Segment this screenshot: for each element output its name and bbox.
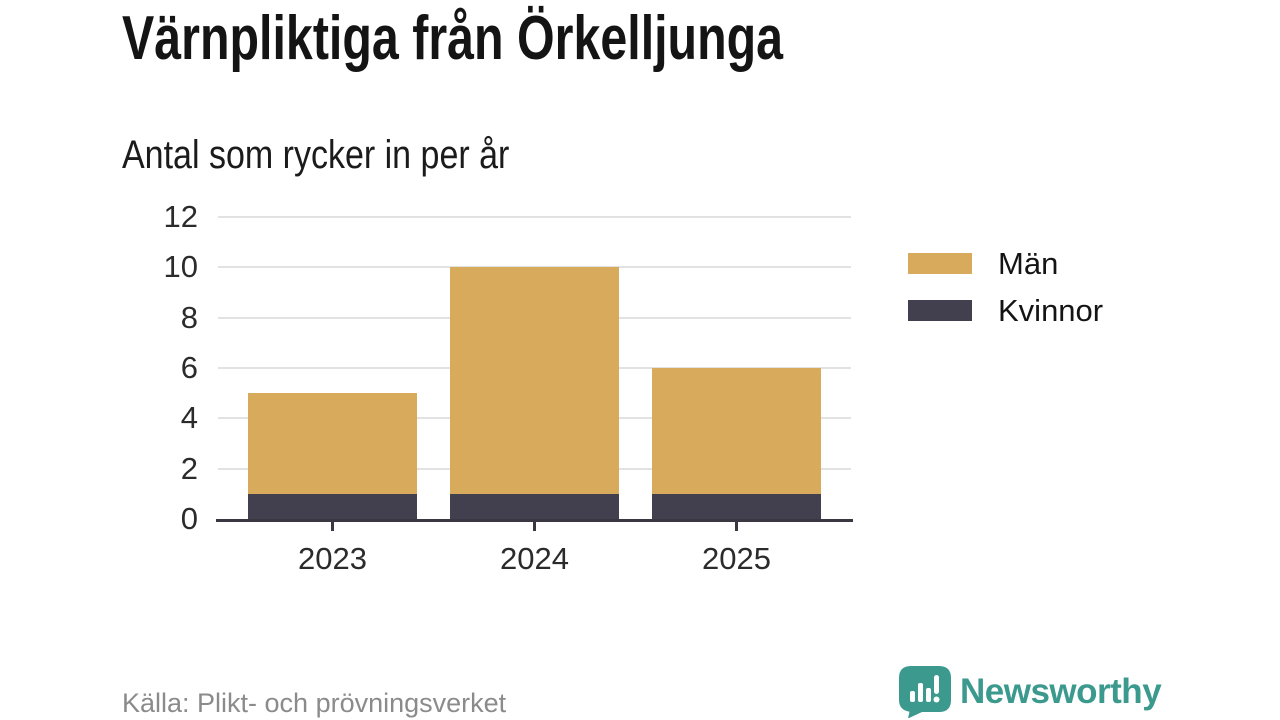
x-tick-label: 2024: [500, 541, 569, 576]
source-note: Källa: Plikt- och prövningsverket: [122, 688, 507, 718]
x-axis-line: [216, 519, 853, 522]
legend-swatch: [908, 253, 972, 274]
y-tick-label: 0: [180, 501, 198, 536]
y-tick-label: 12: [163, 199, 198, 234]
x-tick-label: 2023: [298, 541, 367, 576]
newsworthy-logo: Newsworthy: [899, 666, 1162, 718]
newsworthy-logo-text: Newsworthy: [960, 672, 1162, 711]
bar-segment-män: [248, 393, 417, 494]
chart-subtitle: Antal som rycker in per år: [122, 133, 510, 177]
legend-swatch: [908, 300, 972, 321]
y-tick-label: 6: [180, 350, 198, 385]
bar-segment-kvinnor: [248, 493, 417, 519]
y-tick-label: 8: [180, 299, 198, 335]
legend-item-kvinnor: Kvinnor: [908, 295, 1103, 326]
plot-area: [216, 216, 853, 531]
legend-label: Män: [998, 246, 1059, 281]
newsworthy-logo-icon: [899, 666, 951, 718]
x-tick-mark: [331, 522, 334, 531]
bar-segment-män: [652, 368, 821, 494]
legend-label: Kvinnor: [998, 293, 1104, 328]
x-tick-label: 2025: [702, 541, 771, 576]
legend: Män Kvinnor: [908, 248, 1103, 326]
gridline: [218, 216, 851, 218]
bar-segment-män: [450, 267, 619, 494]
x-tick-mark: [735, 522, 738, 531]
y-tick-label: 2: [180, 450, 198, 486]
legend-item-män: Män: [908, 248, 1103, 279]
y-tick-label: 4: [180, 400, 198, 436]
y-tick-label: 10: [163, 249, 198, 285]
x-tick-mark: [533, 522, 536, 531]
chart-title: Värnpliktiga från Örkelljunga: [122, 4, 784, 73]
bar-segment-kvinnor: [652, 493, 821, 519]
bar-segment-kvinnor: [450, 493, 619, 519]
